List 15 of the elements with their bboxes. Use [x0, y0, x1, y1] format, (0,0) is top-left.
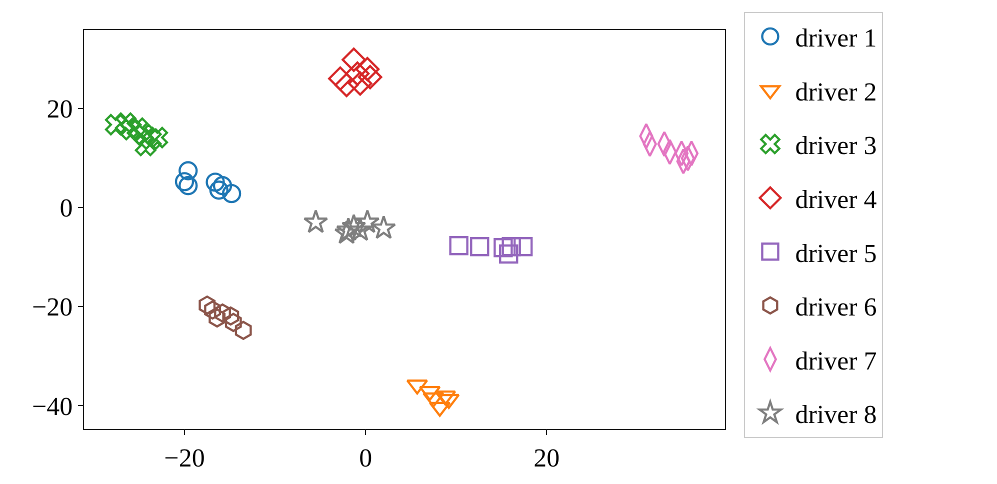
- y-tick-label: 20: [46, 94, 73, 124]
- y-tick-label: −20: [32, 292, 73, 322]
- legend-label: driver 4: [795, 184, 877, 214]
- legend-label: driver 2: [795, 77, 877, 106]
- x-tick-label: −20: [164, 443, 205, 472]
- y-tick-label: −40: [32, 392, 73, 421]
- x-tick-label: 20: [534, 443, 560, 472]
- legend-label: driver 3: [795, 131, 877, 160]
- legend-label: driver 6: [795, 292, 877, 322]
- y-tick-label: 0: [60, 194, 73, 223]
- legend-label: driver 8: [795, 400, 877, 430]
- legend-label: driver 7: [795, 346, 877, 376]
- legend-label: driver 5: [795, 238, 877, 268]
- legend-label: driver 1: [795, 24, 877, 53]
- x-tick-label: 0: [359, 443, 372, 472]
